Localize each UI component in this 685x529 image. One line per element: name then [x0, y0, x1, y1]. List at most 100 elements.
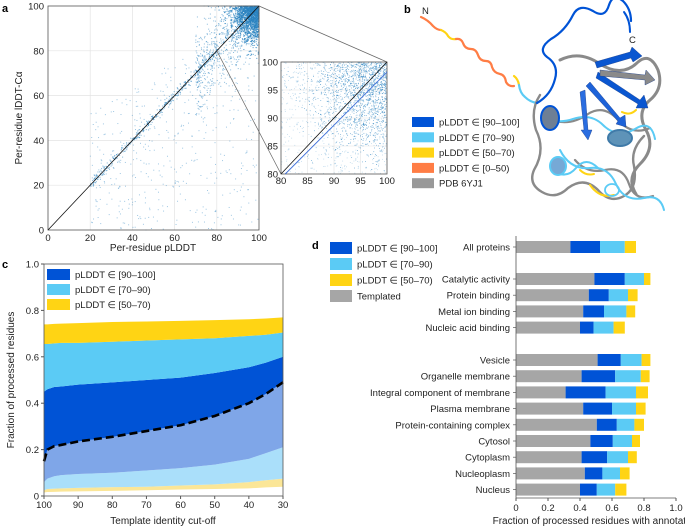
scatter-point	[382, 68, 384, 69]
scatter-point	[235, 89, 237, 91]
scatter-point	[203, 43, 205, 45]
scatter-point	[203, 221, 205, 223]
scatter-point	[336, 108, 337, 110]
scatter-point	[204, 103, 206, 105]
scatter-point	[100, 169, 102, 171]
scatter-point	[222, 72, 224, 74]
scatter-point	[284, 80, 285, 81]
scatter-point	[381, 90, 383, 92]
scatter-point	[352, 108, 354, 109]
scatter-point	[374, 118, 376, 120]
scatter-point	[375, 161, 377, 162]
scatter-point	[378, 76, 379, 78]
scatter-point	[136, 158, 138, 160]
scatter-point	[221, 14, 223, 16]
scatter-point	[92, 184, 94, 186]
scatter-point	[170, 80, 172, 82]
scatter-point	[368, 81, 370, 83]
scatter-point	[296, 80, 298, 82]
scatter-point	[337, 69, 339, 71]
scatter-point	[204, 66, 206, 68]
scatter-point	[255, 7, 257, 9]
scatter-point	[354, 118, 356, 120]
scatter-point	[234, 6, 236, 8]
scatter-point	[255, 9, 257, 11]
scatter-point	[373, 86, 375, 88]
scatter-point	[249, 9, 251, 11]
scatter-point	[331, 124, 332, 126]
scatter-point	[172, 93, 174, 95]
scatter-point	[374, 86, 376, 88]
scatter-point	[197, 78, 199, 80]
scatter-point	[375, 78, 377, 79]
scatter-point	[358, 101, 360, 103]
scatter-point	[128, 203, 130, 205]
scatter-point	[385, 63, 387, 65]
scatter-point	[249, 23, 251, 25]
scatter-point	[208, 192, 210, 194]
scatter-point	[376, 63, 377, 65]
scatter-point	[373, 100, 375, 102]
scatter-point	[256, 11, 258, 13]
scatter-point	[228, 169, 230, 171]
scatter-point	[354, 71, 356, 73]
scatter-point	[364, 79, 366, 81]
scatter-point	[243, 8, 245, 10]
scatter-point	[385, 124, 387, 126]
scatter-point	[95, 129, 97, 131]
scatter-point	[334, 81, 336, 82]
scatter-point	[197, 86, 199, 88]
scatter-point	[185, 87, 187, 89]
scatter-point	[257, 9, 259, 11]
scatter-point	[382, 128, 384, 129]
scatter-point	[253, 17, 255, 19]
scatter-point	[317, 81, 319, 83]
scatter-point	[361, 114, 363, 116]
scatter-point	[337, 124, 339, 126]
scatter-point	[252, 42, 254, 44]
scatter-point	[352, 92, 353, 94]
scatter-point	[166, 97, 168, 99]
scatter-point	[220, 20, 222, 22]
scatter-point	[298, 166, 300, 168]
scatter-point	[235, 12, 237, 14]
scatter-point	[218, 33, 220, 35]
scatter-point	[347, 120, 349, 122]
scatter-point	[241, 25, 243, 27]
scatter-point	[332, 89, 334, 91]
scatter-point	[147, 122, 149, 124]
scatter-point	[358, 65, 360, 67]
scatter-point	[258, 24, 260, 26]
scatter-point	[332, 99, 334, 101]
scatter-point	[342, 144, 344, 146]
scatter-point	[316, 81, 318, 83]
scatter-point	[214, 82, 216, 84]
scatter-point	[126, 142, 128, 144]
scatter-point	[253, 34, 255, 36]
scatter-point	[106, 162, 108, 164]
scatter-point	[361, 92, 362, 94]
scatter-point	[136, 136, 138, 138]
scatter-point	[227, 32, 229, 34]
scatter-point	[355, 73, 357, 74]
scatter-point	[222, 194, 224, 196]
scatter-point	[254, 6, 256, 8]
scatter-point	[384, 82, 386, 84]
scatter-point	[248, 6, 250, 8]
scatter-point	[170, 76, 172, 78]
scatter-point	[216, 45, 218, 47]
scatter-point	[197, 100, 199, 102]
scatter-point	[355, 158, 357, 160]
scatter-point	[370, 98, 372, 100]
scatter-point	[185, 182, 187, 184]
scatter-point	[365, 140, 367, 142]
scatter-point	[104, 114, 106, 116]
scatter-point	[363, 89, 365, 91]
scatter-point	[170, 100, 172, 102]
scatter-point	[93, 218, 95, 220]
scatter-point	[209, 79, 211, 81]
scatter-point	[353, 79, 354, 81]
scatter-point	[206, 99, 208, 101]
scatter-point	[217, 58, 219, 60]
scatter-point	[373, 80, 375, 82]
